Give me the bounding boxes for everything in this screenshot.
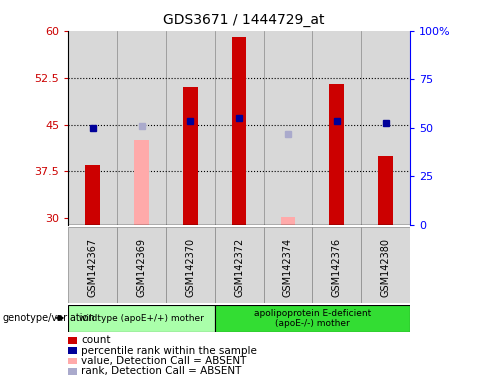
Bar	[378, 156, 393, 225]
Text: wildtype (apoE+/+) mother: wildtype (apoE+/+) mother	[79, 314, 204, 323]
Text: GSM142374: GSM142374	[283, 238, 293, 297]
Text: value, Detection Call = ABSENT: value, Detection Call = ABSENT	[81, 356, 246, 366]
Bar	[117, 227, 166, 303]
Bar	[117, 31, 166, 225]
Bar	[183, 87, 198, 225]
Text: percentile rank within the sample: percentile rank within the sample	[81, 346, 257, 356]
Bar	[68, 227, 117, 303]
Text: GSM142376: GSM142376	[332, 238, 342, 297]
Bar	[215, 227, 264, 303]
Bar	[166, 227, 215, 303]
Bar	[68, 305, 215, 332]
Bar	[68, 31, 117, 225]
Bar	[264, 227, 312, 303]
Text: rank, Detection Call = ABSENT: rank, Detection Call = ABSENT	[81, 366, 242, 376]
Bar	[281, 217, 295, 225]
Bar	[215, 31, 264, 225]
Text: GSM142372: GSM142372	[234, 238, 244, 297]
Bar	[264, 31, 312, 225]
Bar	[134, 140, 149, 225]
Bar	[361, 227, 410, 303]
Bar	[329, 84, 344, 225]
Bar	[215, 305, 410, 332]
Text: GSM142369: GSM142369	[137, 238, 146, 297]
Bar	[312, 31, 361, 225]
Bar	[361, 31, 410, 225]
Text: GSM142367: GSM142367	[88, 238, 98, 297]
Bar	[312, 227, 361, 303]
Text: GSM142370: GSM142370	[185, 238, 195, 297]
Bar	[232, 37, 246, 225]
Text: apolipoprotein E-deficient
(apoE-/-) mother: apolipoprotein E-deficient (apoE-/-) mot…	[254, 309, 371, 328]
Text: GSM142380: GSM142380	[381, 238, 390, 297]
Bar	[85, 165, 100, 225]
Text: GDS3671 / 1444729_at: GDS3671 / 1444729_at	[163, 13, 325, 27]
Bar	[166, 31, 215, 225]
Text: genotype/variation: genotype/variation	[2, 313, 95, 323]
Text: count: count	[81, 335, 110, 345]
